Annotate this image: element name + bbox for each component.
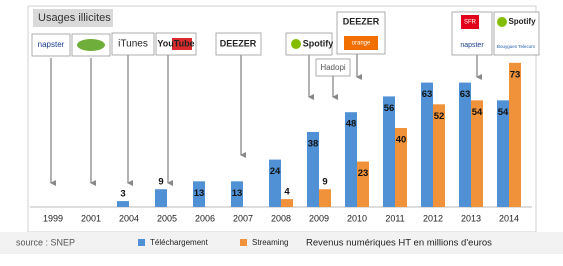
logo: napster	[460, 42, 484, 49]
bar	[269, 159, 281, 207]
arrows	[50, 54, 482, 186]
logo: Bouygues Telecom	[497, 44, 535, 49]
value-label: 54	[472, 107, 483, 118]
value-label: 40	[396, 135, 407, 146]
value-label: 4	[284, 187, 290, 198]
value-label: 23	[358, 168, 369, 179]
bar	[193, 181, 205, 207]
value-label: 73	[510, 69, 521, 80]
source: source : SNEP	[16, 237, 75, 247]
x-tick-label: 2007	[233, 213, 253, 223]
logo: DEEZER	[343, 16, 380, 26]
value-label: 13	[194, 188, 205, 199]
value-label: 48	[346, 119, 357, 130]
value-label: 13	[232, 188, 243, 199]
bar	[395, 128, 407, 207]
logo: iTunes	[118, 39, 148, 50]
bar	[459, 82, 471, 207]
x-tick-label: 2006	[195, 213, 215, 223]
subtitle: Revenus numériques HT en millions d'euro…	[306, 238, 492, 249]
x-tick-label: 2009	[309, 213, 329, 223]
title-bg	[33, 9, 113, 27]
x-tick-label: 2005	[157, 213, 177, 223]
logo-icon	[77, 39, 105, 51]
x-tick-label: 2010	[347, 213, 367, 223]
bar	[117, 201, 129, 207]
bar	[307, 131, 319, 207]
bar	[281, 199, 293, 207]
value-label: 9	[158, 177, 163, 188]
legend-swatch	[240, 239, 247, 246]
bar	[357, 161, 369, 207]
bar	[155, 189, 167, 207]
value-label: 63	[422, 89, 433, 100]
logo: SFR	[464, 20, 477, 26]
x-tick-label: 2008	[271, 213, 291, 223]
x-tick-label: 1999	[43, 213, 63, 223]
legend-label: Téléchargement	[150, 238, 209, 247]
value-label: 24	[270, 166, 281, 177]
x-tick-label: 2012	[423, 213, 443, 223]
logos: napster iTunes YouTube DEEZER Spotify Ha…	[31, 11, 540, 77]
chart-title: Usages illicites	[38, 12, 111, 24]
x-tick-label: 2004	[119, 213, 139, 223]
x-tick-label: 2013	[461, 213, 481, 223]
value-label: 38	[308, 138, 319, 149]
bar	[345, 112, 357, 207]
x-tick-label: 2014	[499, 213, 519, 223]
footer-bg	[0, 232, 563, 254]
value-label: 3	[120, 189, 125, 200]
x-tick-label: 2011	[385, 213, 404, 223]
bar	[383, 96, 395, 207]
bar	[421, 82, 433, 207]
value-label: 9	[322, 177, 327, 188]
logo: DEEZER	[220, 38, 257, 48]
legend-label: Streaming	[252, 238, 288, 247]
logo: Spotify	[303, 38, 334, 48]
logo: Spotify	[508, 17, 536, 26]
bar	[509, 62, 521, 208]
logo: YouTube	[157, 38, 194, 48]
bar	[231, 181, 243, 207]
value-label: 52	[434, 111, 445, 122]
value-label: 54	[498, 107, 509, 118]
logo: orange	[352, 41, 371, 47]
bar	[497, 100, 509, 207]
bar	[471, 100, 483, 207]
value-label: 63	[460, 89, 471, 100]
bar	[433, 104, 445, 207]
bar	[319, 189, 331, 207]
x-tick-label: 2001	[81, 213, 101, 223]
legend-swatch	[138, 239, 145, 246]
logo: napster	[38, 40, 65, 49]
logo: Hadopi	[320, 63, 346, 72]
value-label: 56	[384, 103, 395, 114]
